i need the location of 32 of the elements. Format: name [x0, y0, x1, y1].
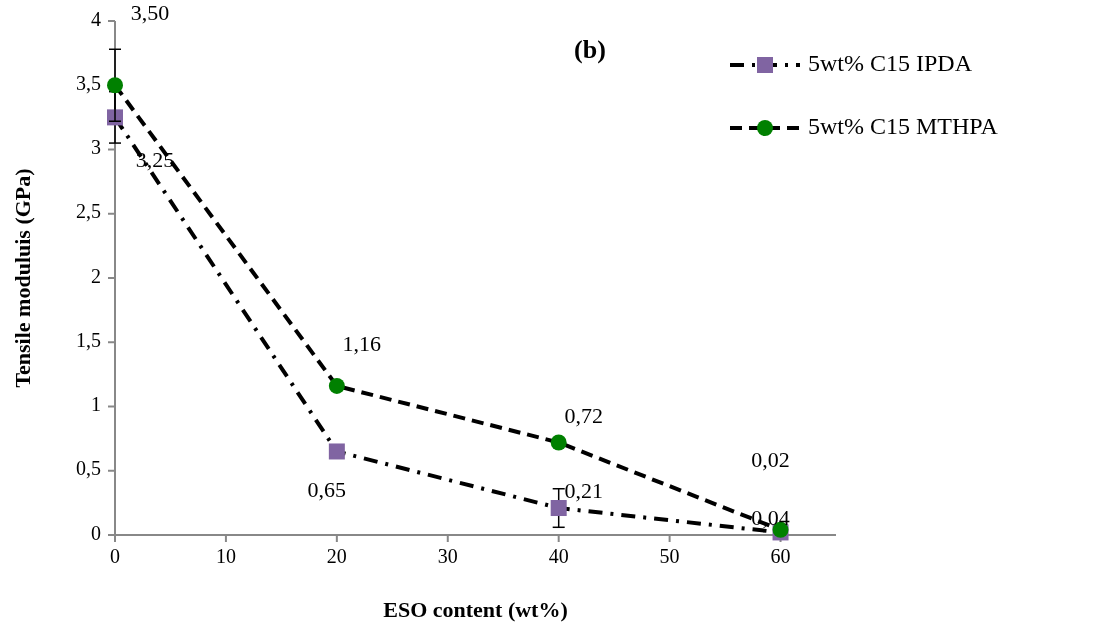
y-tick-label: 0 [91, 521, 101, 544]
data-label: 0,02 [751, 447, 790, 473]
x-axis-title: ESO content (wt%) [383, 597, 568, 622]
y-tick-label: 1,5 [76, 328, 101, 351]
y-axis-title: Tensile moduluis (GPa) [10, 168, 35, 388]
y-tick-label: 3,5 [76, 71, 101, 94]
y-tick-label: 4 [91, 7, 101, 30]
x-tick-label: 30 [437, 545, 458, 567]
point [328, 443, 345, 460]
y-tick-label: 3 [91, 136, 101, 159]
point [107, 77, 123, 94]
data-label: 3,50 [130, 0, 170, 26]
legend-label: 5wt% C15 IPDA [808, 49, 973, 76]
point [550, 500, 567, 517]
y-tick-label: 2,5 [76, 200, 101, 223]
x-tick-label: 40 [548, 545, 569, 567]
data-label: 0,21 [564, 478, 603, 504]
annotation: (b) [574, 35, 606, 64]
data-label: 0,72 [564, 402, 603, 428]
point [328, 377, 345, 394]
y-tick-label: 1 [91, 393, 101, 416]
x-tick-label: 0 [110, 545, 120, 567]
x-tick-label: 60 [770, 545, 791, 567]
x-tick-label: 10 [215, 545, 236, 567]
data-label: 0,65 [307, 476, 347, 502]
point [550, 434, 567, 451]
data-label: 1,16 [342, 330, 382, 356]
x-tick-label: 20 [326, 545, 347, 567]
y-tick-label: 0,5 [76, 457, 101, 480]
legend-label: 5wt% C15 MTHPA [808, 112, 999, 139]
y-tick-label: 2 [91, 264, 101, 287]
x-tick-label: 50 [659, 545, 680, 567]
